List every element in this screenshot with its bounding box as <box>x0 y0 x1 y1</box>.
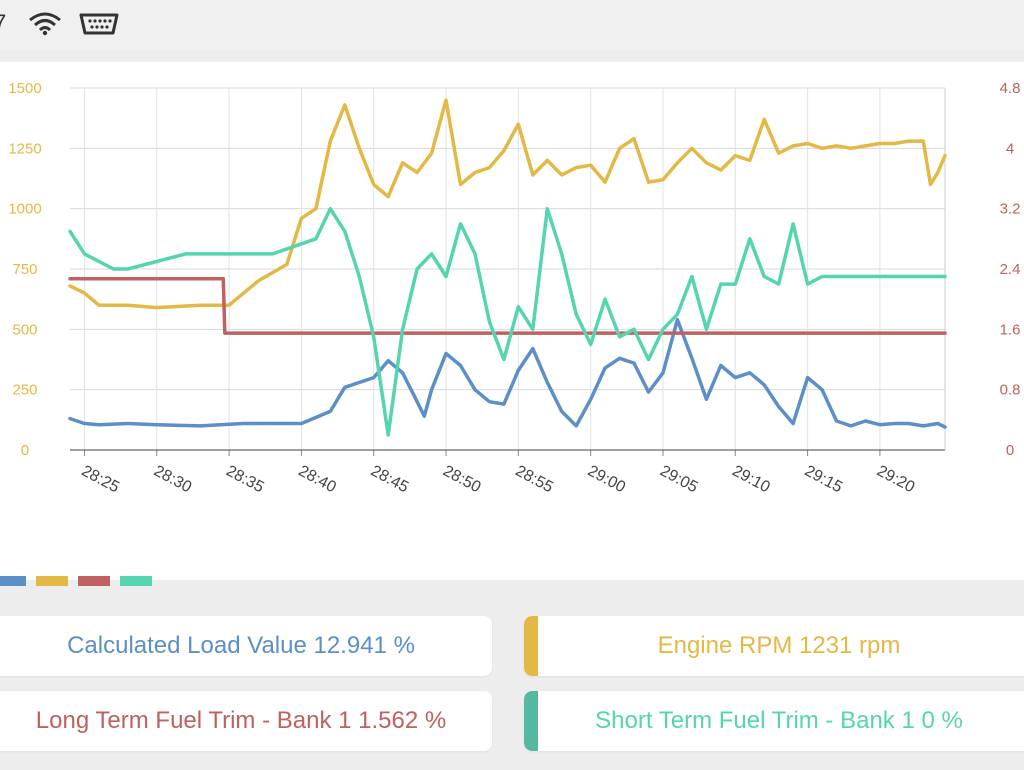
legend-swatch-load[interactable] <box>0 576 26 586</box>
x-tick-label: 28:35 <box>223 463 266 497</box>
status-time: 7 <box>0 10 7 35</box>
y-tick-label-left: 1250 <box>8 140 41 157</box>
readout-card-ltft[interactable]: Long Term Fuel Trim - Bank 1 1.562 % <box>0 691 492 751</box>
y-tick-label-left: 500 <box>12 321 37 338</box>
readout-card-rpm[interactable]: Engine RPM 1231 rpm <box>524 616 1024 676</box>
series-line-stft <box>68 206 947 437</box>
y-tick-label-right: 4.8 <box>1000 80 1021 97</box>
x-tick-label: 28:30 <box>151 463 194 497</box>
y-tick-label-left: 0 <box>21 442 29 459</box>
wifi-icon <box>29 12 61 36</box>
y-tick-label-left: 1500 <box>8 80 41 97</box>
x-tick-label: 28:50 <box>440 463 483 497</box>
live-data-chart[interactable]: 1500 4.8 1250 4 1000 3.2 750 2.4 500 1.6 250 0.8 0 0 2… <box>0 62 1024 532</box>
y-tick-label-left: 1000 <box>8 201 41 218</box>
legend-swatch-ltft[interactable] <box>78 576 110 586</box>
x-tick-label: 28:45 <box>368 463 411 497</box>
legend-swatch-rpm[interactable] <box>36 576 68 586</box>
readout-label-ltft: Long Term Fuel Trim - Bank 1 1.562 % <box>35 707 447 734</box>
x-tick-label: 29:15 <box>802 463 845 497</box>
readout-label-rpm: Engine RPM 1231 rpm <box>657 632 901 659</box>
readout-card-load[interactable]: Calculated Load Value 12.941 % <box>0 616 492 676</box>
readout-label-stft: Short Term Fuel Trim - Bank 1 0 % <box>595 707 963 734</box>
readout-card-stft[interactable]: Short Term Fuel Trim - Bank 1 0 % <box>524 691 1024 751</box>
y-tick-label-right: 0.8 <box>1000 382 1021 399</box>
status-bar: 7 <box>0 0 1024 50</box>
x-tick-label: 28:55 <box>512 463 555 497</box>
y-tick-label-right: 0 <box>1006 442 1014 459</box>
y-tick-label-right: 3.2 <box>1000 201 1021 218</box>
legend-swatch-stft[interactable] <box>120 576 152 586</box>
x-tick-label: 28:25 <box>79 463 122 497</box>
y-tick-label-right: 1.6 <box>1000 321 1021 338</box>
obd-adapter-icon <box>79 13 119 35</box>
y-tick-label-right: 2.4 <box>1000 261 1021 278</box>
y-tick-label-left: 750 <box>12 261 37 278</box>
x-tick-label: 29:05 <box>657 463 700 497</box>
readout-accent-rpm <box>524 616 538 676</box>
x-tick-label: 29:20 <box>874 463 917 497</box>
series-line-load <box>68 317 947 429</box>
y-tick-label-left: 250 <box>12 382 37 399</box>
chart-card: 1500 4.8 1250 4 1000 3.2 750 2.4 500 1.6 250 0.8 0 0 2… <box>0 62 1024 586</box>
readout-accent-stft <box>524 691 538 751</box>
y-tick-label-right: 4 <box>1006 140 1014 157</box>
readout-label-load: Calculated Load Value 12.941 % <box>67 632 415 659</box>
x-tick-label: 28:40 <box>296 463 339 497</box>
x-tick-label: 29:00 <box>585 463 628 497</box>
x-tick-label: 29:10 <box>729 463 772 497</box>
series-line-rpm <box>68 98 947 310</box>
